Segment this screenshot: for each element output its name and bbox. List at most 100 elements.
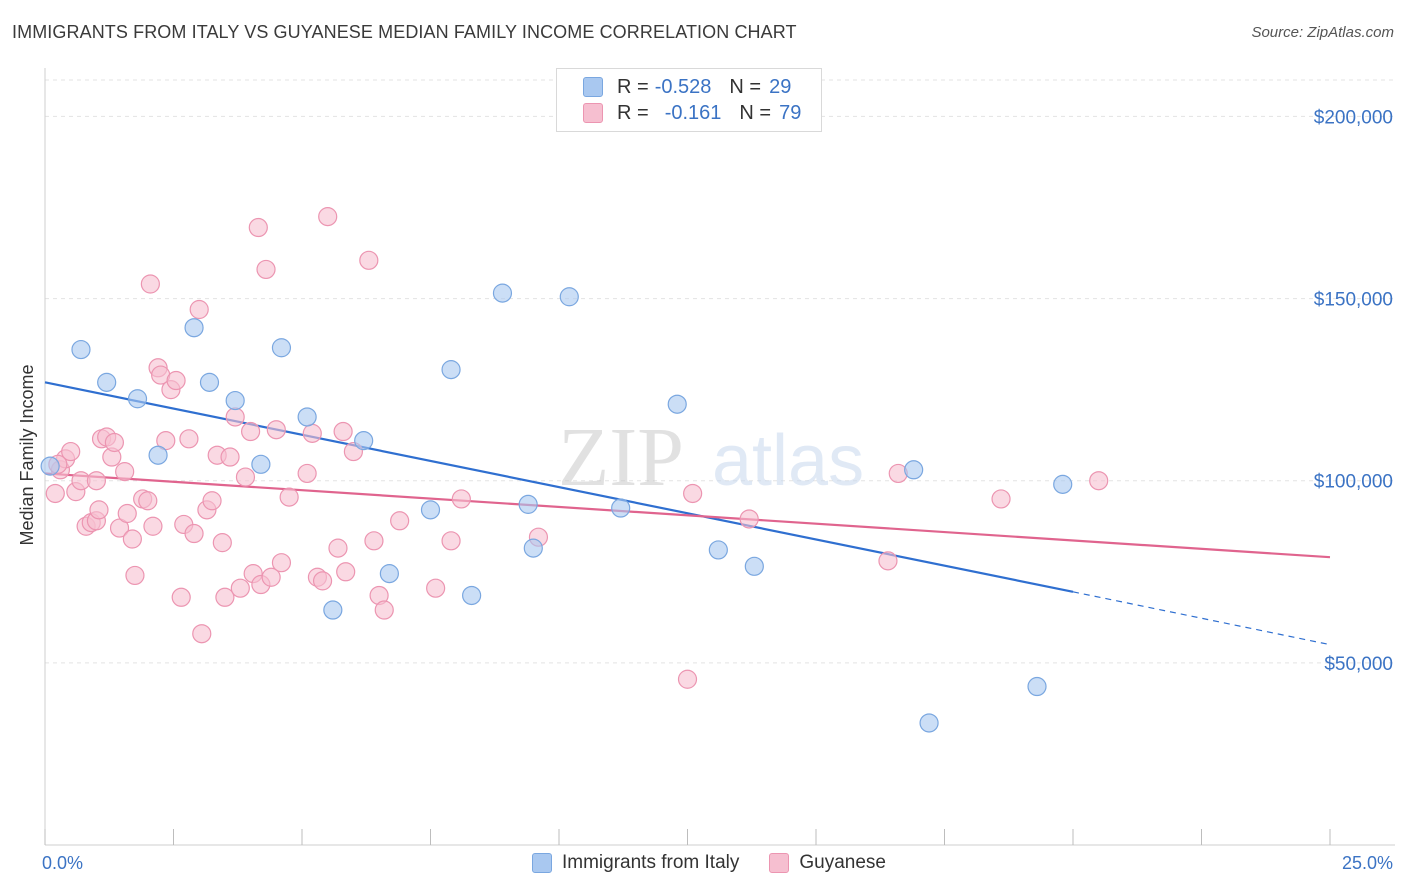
y-tick-label: $200,000 xyxy=(1314,107,1393,128)
guyanese-point xyxy=(390,511,410,531)
guyanese-point xyxy=(271,553,292,573)
x-tick-label-max: 25.0% xyxy=(1342,853,1393,873)
italy-point xyxy=(420,500,441,520)
guyanese-point xyxy=(189,299,209,320)
watermark-zip: ZIP xyxy=(558,411,684,504)
guyanese-point xyxy=(426,578,446,598)
legend-n-label: N = xyxy=(729,75,762,98)
italy-point xyxy=(462,585,482,606)
chart-title: IMMIGRANTS FROM ITALY VS GUYANESE MEDIAN… xyxy=(12,22,797,42)
italy-point xyxy=(323,600,343,620)
guyanese-point xyxy=(235,467,256,487)
italy-point xyxy=(492,283,513,303)
italy-point xyxy=(71,339,91,360)
source-label: Source: ZipAtlas.com xyxy=(1251,24,1394,41)
guyanese-point xyxy=(683,483,703,504)
y-tick-label: $50,000 xyxy=(1324,654,1393,675)
italy-point xyxy=(199,372,220,392)
guyanese-point xyxy=(104,432,124,453)
guyanese-point xyxy=(215,587,235,607)
italy-trend-line-extension xyxy=(1072,591,1331,646)
bottom-legend-swatch-italy xyxy=(532,853,552,873)
guyanese-point xyxy=(220,447,240,467)
guyanese-point xyxy=(312,571,333,591)
guyanese-point xyxy=(45,483,65,504)
guyanese-point xyxy=(256,259,276,280)
guyanese-point xyxy=(115,462,135,482)
legend-r-value-italy: -0.528 xyxy=(654,75,712,98)
axes xyxy=(44,68,1395,846)
italy-point xyxy=(523,538,543,558)
guyanese-point xyxy=(192,624,212,644)
italy-point xyxy=(354,431,374,451)
guyanese-point xyxy=(241,421,261,442)
italy-point xyxy=(184,318,204,338)
trend-lines xyxy=(44,381,1331,646)
legend-swatch-italy xyxy=(583,77,603,97)
legend: R = -0.528 N = 29 R = -0.161 N = 79 xyxy=(556,68,822,132)
legend-r-label: R = xyxy=(617,101,649,124)
bottom-legend: Immigrants from Italy Guyanese xyxy=(532,852,886,874)
italy-point xyxy=(251,454,271,474)
y-tick-label: $100,000 xyxy=(1314,472,1393,493)
guyanese-point xyxy=(179,429,199,449)
guyanese-point xyxy=(184,523,204,544)
x-tick-labels: 0.0% 25.0% xyxy=(42,853,1393,873)
italy-point xyxy=(744,556,764,576)
guyanese-point xyxy=(166,370,186,391)
guyanese-point xyxy=(225,407,245,427)
legend-n-value-italy: 29 xyxy=(769,75,792,98)
guyanese-point xyxy=(202,491,222,511)
guyanese-point xyxy=(878,551,898,571)
bottom-legend-label-italy: Immigrants from Italy xyxy=(562,852,740,873)
legend-row-italy: R = -0.528 N = 29 xyxy=(583,75,791,99)
guyanese-point xyxy=(279,487,299,507)
guyanese-point xyxy=(266,420,286,440)
guyanese-point xyxy=(171,587,191,607)
guyanese-point xyxy=(143,516,163,536)
bottom-legend-label-guyanese: Guyanese xyxy=(799,852,886,873)
italy-point xyxy=(441,360,461,380)
legend-n-label: N = xyxy=(739,101,772,124)
guyanese-point xyxy=(89,500,109,520)
italy-point xyxy=(1027,676,1047,697)
italy-point xyxy=(919,713,939,733)
guyanese-point xyxy=(359,250,379,270)
legend-row-guyanese: R = -0.161 N = 79 xyxy=(583,101,801,125)
guyanese-point xyxy=(140,274,160,294)
guyanese-point xyxy=(302,423,322,443)
data-points xyxy=(40,207,1109,733)
guyanese-point xyxy=(451,489,471,509)
guyanese-point xyxy=(261,567,281,587)
italy-point xyxy=(1053,474,1073,494)
guyanese-point xyxy=(991,489,1011,509)
italy-point xyxy=(904,460,924,480)
italy-point xyxy=(40,456,60,476)
italy-point xyxy=(559,287,579,307)
guyanese-point xyxy=(441,531,461,551)
guyanese-point xyxy=(61,441,81,462)
guyanese-point xyxy=(374,600,394,620)
guyanese-trend-line xyxy=(44,472,1331,559)
italy-point xyxy=(297,407,317,427)
legend-r-value-guyanese: -0.161 xyxy=(664,101,722,124)
legend-swatch-guyanese xyxy=(583,103,603,123)
italy-point xyxy=(667,394,687,414)
italy-point xyxy=(225,390,245,411)
guyanese-point xyxy=(212,533,232,553)
legend-r-label: R = xyxy=(617,75,649,98)
guyanese-point xyxy=(297,463,317,484)
y-tick-label: $150,000 xyxy=(1314,290,1393,311)
italy-point xyxy=(708,540,728,560)
guyanese-point xyxy=(677,669,698,689)
guyanese-point xyxy=(230,578,250,598)
guyanese-point xyxy=(117,503,137,524)
guyanese-point xyxy=(122,529,142,549)
y-tick-labels: $50,000 $100,000 $150,000 $200,000 xyxy=(1314,107,1393,674)
guyanese-point xyxy=(333,421,353,442)
guyanese-point xyxy=(364,531,384,551)
italy-point xyxy=(611,498,631,518)
guyanese-point xyxy=(1089,471,1109,491)
italy-trend-line xyxy=(44,381,1074,593)
